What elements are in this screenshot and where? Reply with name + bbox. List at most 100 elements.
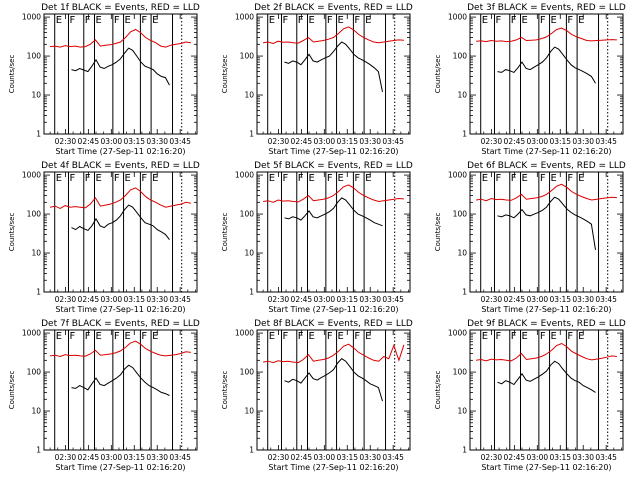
x-axis-label: Start Time (27-Sep-11 02:16:20): [55, 305, 185, 314]
marker-label: E: [365, 331, 371, 342]
events-series-line: [71, 364, 170, 396]
marker-label: E: [308, 15, 314, 26]
plot-frame: [469, 329, 624, 451]
x-tick-label: 03:30: [359, 137, 381, 146]
marker-label: F: [298, 173, 304, 184]
marker-label: E: [365, 15, 371, 26]
x-axis-label: Start Time (27-Sep-11 02:16:20): [268, 463, 398, 472]
lld-series-line: [263, 343, 405, 364]
marker-label: E: [338, 331, 344, 342]
x-tick-label: 02:45: [504, 137, 526, 146]
marker-label: E: [308, 331, 314, 342]
x-tick-label: 03:00: [101, 295, 123, 304]
y-axis-label: Counts/sec: [221, 371, 229, 410]
marker-label: F: [327, 173, 333, 184]
marker-label: E: [152, 173, 158, 184]
lld-series-line: [263, 184, 404, 203]
y-tick-label: 1000: [235, 171, 254, 180]
y-axis-label: Counts/sec: [434, 55, 442, 94]
y-tick-label: 10: [457, 249, 467, 258]
plot-frame: [469, 13, 624, 135]
marker-label: E: [482, 331, 488, 342]
y-tick-label: 100: [27, 368, 42, 377]
x-tick-label: 02:30: [268, 295, 290, 304]
events-series-line: [71, 204, 170, 241]
panel-title: Det 8f BLACK = Events, RED = LLD: [254, 319, 413, 329]
panel-title: Det 1f BLACK = Events, RED = LLD: [41, 3, 200, 13]
marker-label: F: [567, 173, 573, 184]
marker-label: E: [95, 173, 101, 184]
panel-title: Det 4f BLACK = Events, RED = LLD: [41, 161, 200, 171]
x-tick-label: 03:30: [572, 295, 594, 304]
x-tick-label: 03:30: [572, 453, 594, 462]
y-tick-label: 10: [31, 407, 41, 416]
marker-label: F: [354, 15, 360, 26]
x-tick-label: 03:30: [146, 453, 168, 462]
lld-series-line: [476, 183, 617, 202]
x-tick-label: 03:00: [527, 137, 549, 146]
x-axis-label: Start Time (27-Sep-11 02:16:20): [55, 463, 185, 472]
y-axis-label: Counts/sec: [8, 213, 16, 252]
marker-label: E: [521, 331, 527, 342]
y-tick-label: 100: [27, 52, 42, 61]
marker-label: E: [482, 15, 488, 26]
marker-label: F: [298, 15, 304, 26]
marker-label: E: [95, 331, 101, 342]
marker-label: E: [338, 15, 344, 26]
y-axis-label: Counts/sec: [434, 213, 442, 252]
y-tick-label: 1: [249, 446, 254, 455]
chart-panel: Det 1f BLACK = Events, RED = LLD 1 10 100 10…: [8, 3, 200, 156]
panel-title: Det 6f BLACK = Events, RED = LLD: [467, 161, 626, 171]
marker-label: F: [69, 331, 75, 342]
x-tick-label: 02:30: [55, 137, 77, 146]
y-tick-label: 1: [36, 288, 41, 297]
x-tick-label: 03:15: [336, 137, 358, 146]
plot-frame: [43, 13, 198, 135]
y-tick-label: 1: [462, 130, 467, 139]
marker-label: E: [308, 173, 314, 184]
lld-series-line: [49, 187, 191, 209]
marker-label: F: [354, 173, 360, 184]
plot-frame: [43, 171, 198, 293]
y-axis-label: Counts/sec: [221, 55, 229, 94]
y-tick-label: 1000: [448, 329, 467, 338]
x-tick-label: 03:30: [572, 137, 594, 146]
y-tick-label: 100: [240, 210, 255, 219]
plot-frame: [256, 329, 411, 451]
marker-label: E: [95, 15, 101, 26]
y-tick-label: 100: [240, 368, 255, 377]
marker-label: E: [521, 15, 527, 26]
marker-label: F: [327, 331, 333, 342]
marker-label: E: [521, 173, 527, 184]
x-tick-label: 03:30: [146, 295, 168, 304]
panel-title: Det 7f BLACK = Events, RED = LLD: [41, 319, 200, 329]
y-tick-label: 1000: [235, 13, 254, 22]
marker-label: F: [282, 173, 288, 184]
x-tick-label: 03:30: [359, 453, 381, 462]
marker-label: F: [567, 15, 573, 26]
y-tick-label: 100: [453, 52, 468, 61]
x-tick-label: 02:30: [55, 453, 77, 462]
y-tick-label: 10: [457, 91, 467, 100]
marker-label: F: [540, 15, 546, 26]
marker-label: E: [269, 173, 275, 184]
y-tick-label: 1: [36, 446, 41, 455]
x-tick-label: 03:00: [101, 453, 123, 462]
x-tick-label: 03:30: [359, 295, 381, 304]
x-tick-label: 02:45: [78, 295, 100, 304]
x-tick-label: 02:45: [78, 453, 100, 462]
x-tick-label: 02:30: [55, 295, 77, 304]
events-series-line: [497, 196, 596, 250]
y-tick-label: 100: [453, 210, 468, 219]
marker-label: F: [540, 331, 546, 342]
events-series-line: [71, 47, 170, 86]
marker-label: F: [141, 331, 147, 342]
y-tick-label: 10: [244, 407, 254, 416]
x-tick-label: 03:45: [169, 137, 191, 146]
marker-label: F: [354, 331, 360, 342]
lld-series-line: [50, 340, 191, 358]
marker-label: F: [85, 173, 91, 184]
plot-frame: [43, 329, 198, 451]
chart-panel: Det 7f BLACK = Events, RED = LLD 1 10 100 10…: [8, 319, 200, 472]
x-tick-label: 02:45: [504, 453, 526, 462]
